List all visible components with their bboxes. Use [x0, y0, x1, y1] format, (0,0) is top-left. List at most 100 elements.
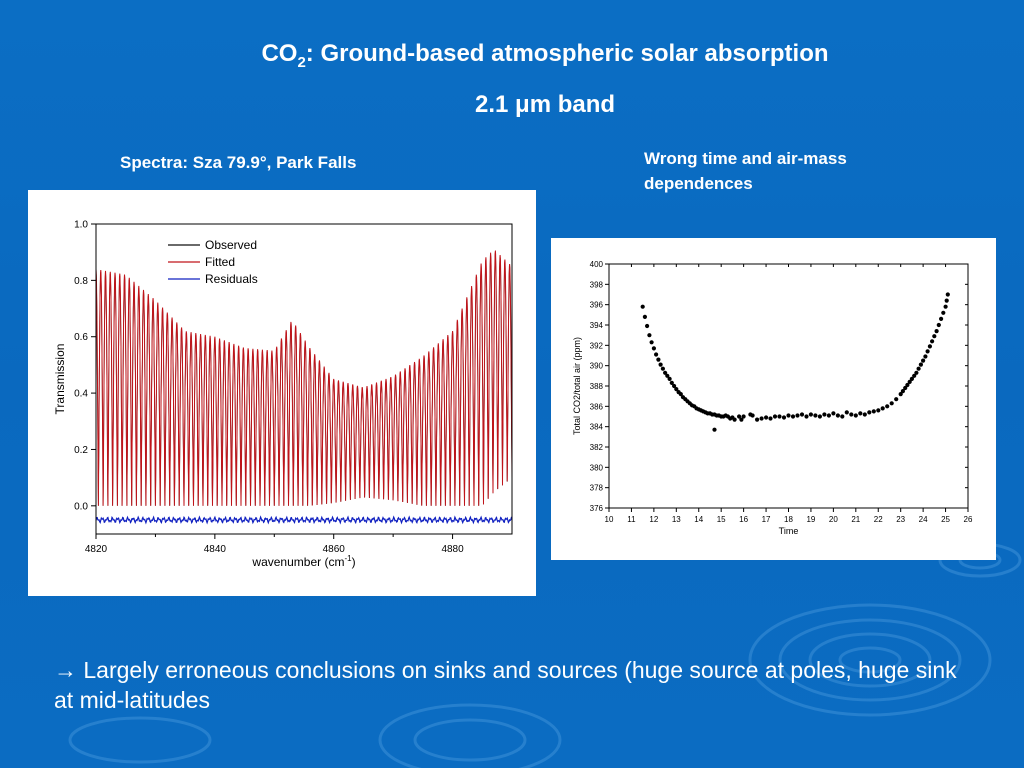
data-point	[858, 411, 863, 416]
data-point	[674, 387, 679, 392]
data-point	[790, 414, 796, 419]
x-tick-label: 4840	[204, 544, 227, 555]
data-point	[817, 414, 822, 419]
data-point	[786, 413, 791, 418]
data-point	[658, 362, 663, 367]
data-point	[840, 414, 845, 419]
y-tick-label: 0.6	[74, 332, 88, 343]
data-point	[808, 412, 813, 417]
y-tick-label: 386	[590, 402, 604, 411]
x-axis-label: Time	[779, 526, 799, 536]
x-tick-label: 13	[672, 515, 681, 524]
data-point	[647, 333, 652, 338]
x-tick-label: 4880	[441, 544, 464, 555]
data-point	[867, 410, 872, 415]
x-tick-label: 24	[919, 515, 928, 524]
legend-label: Fitted	[205, 255, 235, 269]
x-tick-label: 15	[717, 515, 726, 524]
data-point	[768, 416, 773, 421]
y-tick-label: 400	[590, 260, 604, 269]
x-tick-label: 4820	[85, 544, 108, 555]
x-tick-label: 20	[829, 515, 838, 524]
slide-title: CO2: Ground-based atmospheric solar abso…	[261, 40, 829, 71]
plot-frame	[608, 263, 969, 509]
data-point	[844, 410, 849, 415]
data-point	[936, 322, 941, 328]
data-point	[651, 346, 656, 351]
data-point	[849, 412, 854, 417]
data-point	[739, 417, 744, 422]
y-tick-label: 398	[590, 280, 604, 289]
data-point	[918, 362, 923, 367]
x-tick-label: 14	[694, 515, 703, 524]
x-tick-label: 21	[851, 515, 860, 524]
y-tick-label: 1.0	[74, 220, 88, 231]
y-axis-label: Total CO2/total air (ppm)	[572, 337, 582, 435]
data-point	[678, 392, 683, 397]
x-tick-label: 11	[627, 515, 636, 524]
data-point	[862, 412, 867, 417]
data-point	[654, 352, 659, 357]
data-point	[741, 414, 746, 419]
data-point	[876, 408, 881, 413]
y-tick-label: 0.4	[74, 389, 88, 400]
co2-time-chart-panel: 10 11 12 13 14 15 16 17 18 19 20 21 22 23 24 25 26 376 378…	[551, 238, 996, 560]
data-point	[795, 413, 800, 418]
y-tick-label: 392	[590, 341, 604, 350]
legend-label: Residuals	[205, 272, 258, 286]
data-point	[750, 413, 755, 418]
spectrum-chart-panel: 4820 4840 4860 4880 0.0 0.2 0.4 0.6 0.8 1.0 wavenu…	[28, 190, 536, 596]
x-tick-label: 10	[605, 515, 614, 524]
y-tick-label: 380	[590, 463, 604, 472]
data-point	[898, 392, 903, 397]
data-point	[909, 376, 914, 381]
data-point	[939, 316, 944, 321]
data-point	[755, 417, 760, 422]
conclusion-text: → Largely erroneous conclusions on sinks…	[54, 657, 957, 713]
data-point	[944, 298, 949, 303]
data-point	[656, 357, 661, 362]
residuals-line	[95, 515, 513, 525]
x-tick-label: 12	[649, 515, 658, 524]
data-point	[804, 414, 809, 419]
data-point	[880, 406, 885, 411]
data-point	[732, 417, 737, 422]
y-tick-label: 394	[590, 321, 604, 330]
x-tick-label: 22	[874, 515, 883, 524]
data-point	[649, 340, 654, 345]
data-point	[930, 339, 935, 344]
data-point	[941, 310, 946, 315]
data-point	[813, 413, 818, 418]
data-point	[903, 385, 908, 391]
data-point	[943, 304, 948, 309]
y-tick-label: 0.0	[74, 501, 88, 512]
x-tick-label: 18	[784, 515, 793, 524]
data-point	[905, 382, 910, 388]
y-tick-label: 0.2	[74, 445, 88, 456]
data-point	[932, 334, 937, 339]
slide-subtitle: 2.1 μm band	[474, 91, 616, 118]
data-point	[764, 415, 769, 420]
x-tick-label: 4860	[323, 544, 346, 555]
x-tick-label: 25	[941, 515, 950, 524]
y-tick-label: 378	[590, 484, 604, 493]
data-point	[777, 414, 782, 419]
legend-label: Observed	[205, 238, 257, 252]
data-point	[871, 409, 876, 414]
data-point	[934, 329, 939, 334]
data-point	[642, 314, 647, 319]
y-tick-label: 396	[590, 301, 604, 310]
data-point	[945, 292, 950, 297]
y-axis-label: Transmission	[53, 344, 67, 415]
data-point	[923, 354, 928, 359]
co2-time-chart: 10 11 12 13 14 15 16 17 18 19 20 21 22 23 24 25 26 376 378…	[572, 260, 973, 536]
data-point	[660, 366, 665, 371]
data-point	[894, 397, 899, 402]
data-point	[822, 412, 827, 417]
data-point	[925, 349, 930, 354]
y-tick-label: 382	[590, 443, 604, 452]
data-point	[759, 416, 764, 421]
spectra-caption: Spectra: Sza 79.9°, Park Falls	[120, 153, 357, 172]
data-point	[712, 427, 717, 432]
data-point	[916, 366, 921, 371]
